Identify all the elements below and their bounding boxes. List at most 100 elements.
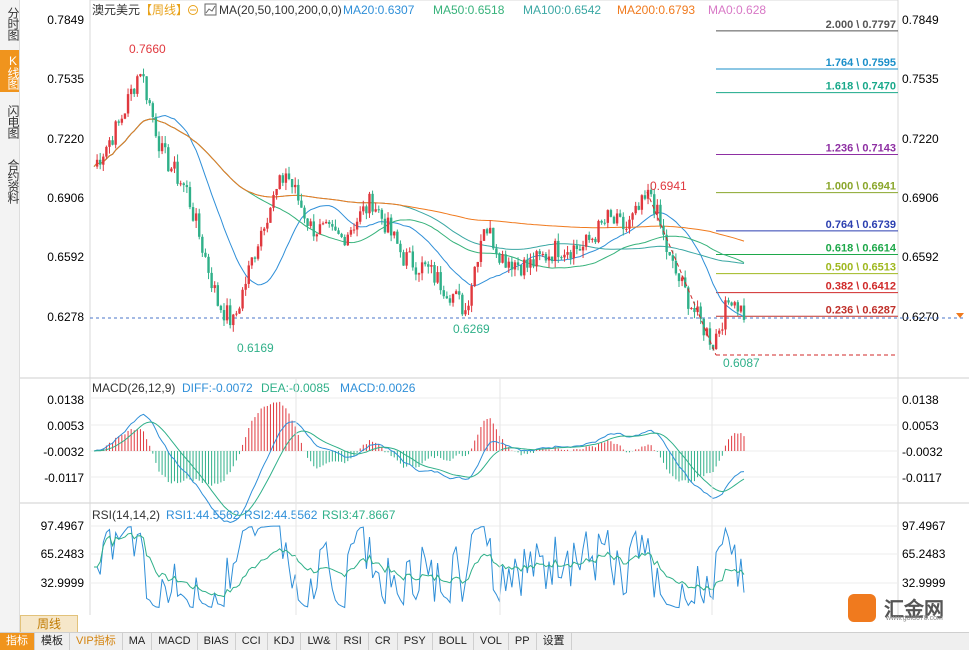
fib-label: 0.500 \ 0.6513 xyxy=(826,262,896,274)
candle-body xyxy=(238,308,241,314)
toolbar-bias[interactable]: BIAS xyxy=(198,633,236,650)
candle-body xyxy=(634,205,637,214)
rsi-line-1 xyxy=(94,525,745,609)
tab-lightning[interactable]: 闪电图 xyxy=(6,104,20,138)
rsi-tick: 65.2483 xyxy=(41,547,85,561)
toolbar-lw[interactable]: LW& xyxy=(301,633,338,650)
price-tick-right: 0.7220 xyxy=(902,132,939,146)
toolbar-kdj[interactable]: KDJ xyxy=(268,633,302,650)
toolbar-pp[interactable]: PP xyxy=(509,633,537,650)
toolbar-cci[interactable]: CCI xyxy=(236,633,268,650)
candle-body xyxy=(201,236,204,253)
candle-body xyxy=(371,193,374,212)
candle-body xyxy=(139,74,142,77)
rsi-title: RSI(14,14,2) xyxy=(92,508,160,522)
candle-body xyxy=(163,143,167,148)
symbol-name: 澳元美元 xyxy=(92,3,140,17)
candle-body xyxy=(618,213,622,217)
settings-icon[interactable] xyxy=(188,5,198,15)
time-label: 2025 xyxy=(700,613,727,615)
candle-body xyxy=(148,100,151,104)
candle-body xyxy=(591,238,594,240)
toolbar-rsi[interactable]: RSI xyxy=(337,633,369,650)
candle-body xyxy=(430,265,433,267)
candle-body xyxy=(516,262,520,265)
candle-body xyxy=(535,251,538,267)
chart-icon[interactable] xyxy=(204,3,217,16)
candle-body xyxy=(705,328,709,336)
candle-body xyxy=(451,294,455,303)
toolbar-macd[interactable]: MACD xyxy=(152,633,198,650)
rsi-rsi1: RSI1:44.5562 xyxy=(166,508,240,522)
candle-body xyxy=(662,225,665,235)
candle-body xyxy=(167,147,170,172)
period-label[interactable]: 【周线】 xyxy=(140,3,188,17)
toolbar-ma[interactable]: MA xyxy=(123,633,153,650)
candle-body xyxy=(374,209,377,212)
tab-kline[interactable]: K线图 xyxy=(0,50,20,92)
candle-body xyxy=(216,285,220,306)
ma-indicator-label: MA(20,50,100,200,0,0) xyxy=(219,3,342,17)
bottom-toolbar: 指标 模板 VIP指标 MA MACD BIAS CCI KDJ LW& RSI… xyxy=(0,632,969,650)
candle-body xyxy=(680,277,684,282)
rsi-tick: 32.9999 xyxy=(41,576,85,590)
candle-body xyxy=(386,217,390,233)
candle-body xyxy=(411,251,415,268)
candle-body xyxy=(696,306,699,313)
candle-body xyxy=(117,121,120,123)
candle-body xyxy=(129,88,133,95)
time-label: 2024 xyxy=(488,613,515,615)
candle-body xyxy=(439,272,442,291)
candle-body xyxy=(600,220,603,223)
candle-body xyxy=(136,76,139,94)
macd-tick: 0.0053 xyxy=(47,419,84,433)
tab-timeshare[interactable]: 分时图 xyxy=(6,6,20,40)
annotation-low1: 0.6169 xyxy=(237,341,274,355)
candle-body xyxy=(637,205,640,210)
candle-body xyxy=(721,329,724,331)
candle-body xyxy=(318,224,322,235)
period-tag[interactable]: 周线 xyxy=(20,615,78,633)
candle-body xyxy=(476,261,480,267)
candle-body xyxy=(142,74,145,77)
candle-body xyxy=(328,221,331,224)
toolbar-vip[interactable]: VIP指标 xyxy=(70,633,123,650)
ma0-value: MA0:0.628 xyxy=(708,3,766,17)
candle-body xyxy=(312,221,315,237)
moving-averages xyxy=(93,114,745,318)
candle-body xyxy=(739,305,743,312)
candle-body xyxy=(340,233,343,237)
kline-chart[interactable]: 澳元美元 【周线】 MA(20,50,100,200,0,0) MA20:0.6… xyxy=(20,0,969,615)
macd-dea-line xyxy=(93,421,745,516)
toolbar-indicators[interactable]: 指标 xyxy=(0,633,35,650)
candle-body xyxy=(640,195,644,210)
candle-body xyxy=(337,230,340,234)
toolbar-template[interactable]: 模板 xyxy=(35,633,70,650)
candle-body xyxy=(702,318,705,336)
toolbar-psy[interactable]: PSY xyxy=(398,633,433,650)
price-tick: 0.6592 xyxy=(47,250,84,264)
macd-tick-right: -0.0032 xyxy=(902,445,943,459)
macd-tick-right: 0.0138 xyxy=(902,393,939,407)
macd-tick: -0.0117 xyxy=(44,471,84,485)
toolbar-vol[interactable]: VOL xyxy=(474,633,509,650)
candle-body xyxy=(275,188,278,195)
fib-label: 1.236 \ 0.7143 xyxy=(826,142,896,154)
candle-body xyxy=(597,220,600,243)
candle-body xyxy=(581,246,585,251)
toolbar-boll[interactable]: BOLL xyxy=(433,633,474,650)
candle-body xyxy=(532,259,535,267)
candle-body xyxy=(331,223,334,227)
candle-body xyxy=(668,252,671,256)
rsi-tick-right: 97.4967 xyxy=(902,519,946,533)
candle-body xyxy=(95,159,99,167)
candle-body xyxy=(399,243,402,253)
toolbar-settings[interactable]: 设置 xyxy=(537,633,572,650)
toolbar-cr[interactable]: CR xyxy=(369,633,398,650)
trend-line[interactable] xyxy=(646,191,717,356)
candle-body xyxy=(653,194,656,214)
candle-body xyxy=(324,221,328,224)
candle-body xyxy=(575,245,579,250)
tab-contract-info[interactable]: 合约资料 xyxy=(6,159,20,203)
macd-axis: 0.0138 0.0053 -0.0032 -0.0117 0.0138 0.0… xyxy=(43,393,943,485)
